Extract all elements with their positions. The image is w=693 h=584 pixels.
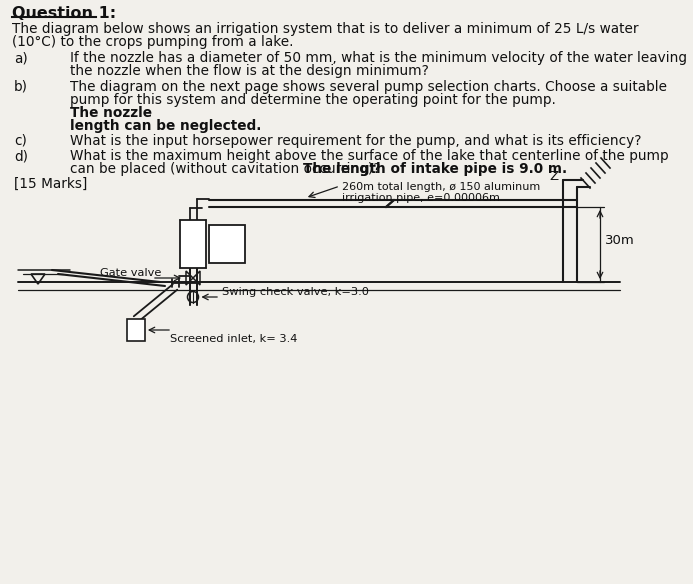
Text: pump for this system and determine the operating point for the pump.: pump for this system and determine the o… bbox=[70, 93, 560, 107]
Text: What is the maximum height above the surface of the lake that centerline of the : What is the maximum height above the sur… bbox=[70, 149, 669, 163]
Bar bbox=[180, 220, 206, 268]
Text: can be placed (without cavitation occurring)?: can be placed (without cavitation occurr… bbox=[70, 162, 385, 176]
Text: 260m total length, ø 150 aluminum: 260m total length, ø 150 aluminum bbox=[342, 182, 541, 192]
Text: Screened inlet, k= 3.4: Screened inlet, k= 3.4 bbox=[170, 334, 297, 344]
Text: (10°C) to the crops pumping from a lake.: (10°C) to the crops pumping from a lake. bbox=[12, 35, 294, 49]
Text: irrigation pipe, e=0.00006m: irrigation pipe, e=0.00006m bbox=[342, 193, 500, 203]
Text: Question 1:: Question 1: bbox=[12, 6, 116, 21]
Text: The diagram on the next page shows several pump selection charts. Choose a suita: The diagram on the next page shows sever… bbox=[70, 80, 667, 94]
Text: What is the input horsepower requirement for the pump, and what is its efficienc: What is the input horsepower requirement… bbox=[70, 134, 642, 148]
Text: d): d) bbox=[14, 149, 28, 163]
Text: the nozzle when the flow is at the design minimum?: the nozzle when the flow is at the desig… bbox=[70, 64, 429, 78]
Text: The length of intake pipe is 9.0 m.: The length of intake pipe is 9.0 m. bbox=[303, 162, 567, 176]
Text: [15 Marks]: [15 Marks] bbox=[14, 177, 87, 191]
Bar bbox=[127, 319, 145, 341]
Text: a): a) bbox=[14, 51, 28, 65]
Text: 30m: 30m bbox=[605, 234, 635, 247]
Bar bbox=[209, 225, 245, 263]
Text: length can be neglected.: length can be neglected. bbox=[70, 119, 261, 133]
Text: b): b) bbox=[14, 80, 28, 94]
Text: Swing check valve, k=3.0: Swing check valve, k=3.0 bbox=[222, 287, 369, 297]
Text: Z: Z bbox=[549, 170, 558, 183]
Text: The nozzle: The nozzle bbox=[70, 106, 152, 120]
Text: Gate valve: Gate valve bbox=[100, 268, 161, 278]
Text: If the nozzle has a diameter of 50 mm, what is the minimum velocity of the water: If the nozzle has a diameter of 50 mm, w… bbox=[70, 51, 687, 65]
Text: The diagram below shows an irrigation system that is to deliver a minimum of 25 : The diagram below shows an irrigation sy… bbox=[12, 22, 638, 36]
Text: c): c) bbox=[14, 134, 27, 148]
